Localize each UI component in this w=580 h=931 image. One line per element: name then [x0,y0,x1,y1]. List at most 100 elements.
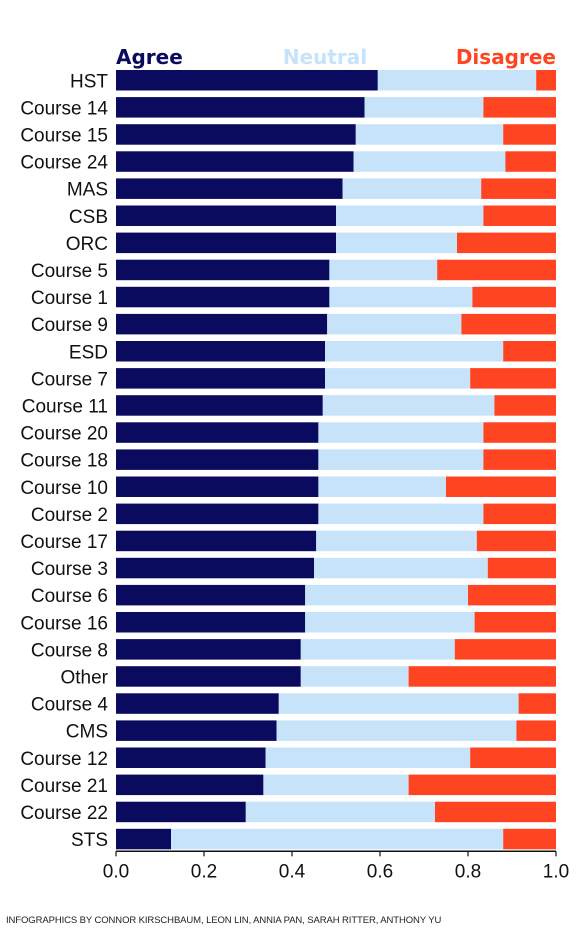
category-label: MAS [67,180,108,201]
bar-neutral-course-12 [265,747,471,768]
bar-neutral-course-20 [318,422,484,443]
x-tick-label: 0.2 [191,861,217,882]
bar-disagree-sts [503,828,556,850]
bars [116,70,556,850]
bar-disagree-course-22 [435,801,556,823]
bar-neutral-hst [377,70,537,91]
category-label: Course 2 [31,505,108,526]
bar-neutral-course-15 [355,124,504,145]
category-label: Course 21 [20,776,108,797]
bar-neutral-csb [336,205,484,226]
bar-disagree-course-20 [483,422,556,443]
bar-agree-course-20 [116,422,319,443]
category-label: HST [70,71,108,92]
category-label: Course 11 [22,396,108,417]
x-tick-label: 0.0 [103,861,129,882]
category-label: Course 14 [20,98,108,119]
bar-disagree-course-9 [461,313,556,335]
bar-agree-course-17 [116,530,317,552]
x-axis-ticks: 0.0 0.2 0.4 0.6 0.8 1.0 [103,851,569,882]
bar-neutral-course-8 [300,639,455,660]
category-label: Course 5 [31,261,108,282]
bar-neutral-esd [325,341,504,362]
category-label: Course 15 [20,125,108,146]
category-label: Course 4 [31,695,109,716]
bar-agree-course-10 [116,476,319,497]
legend-neutral: Neutral [283,45,367,69]
bar-agree-course-21 [116,774,264,796]
bar-disagree-course-1 [472,286,556,308]
category-label: Course 1 [31,288,108,309]
credit-line: INFOGRAPHICS BY CONNOR KIRSCHBAUM, LEON … [6,915,442,926]
bar-neutral-other [300,666,409,687]
x-tick-label: 0.4 [279,861,306,882]
bar-neutral-course-22 [245,801,435,823]
category-label: Other [60,667,108,688]
bar-neutral-course-14 [364,97,484,118]
category-label: CMS [66,722,108,743]
bar-agree-course-2 [116,503,319,525]
category-label: Course 16 [20,613,108,634]
bar-disagree-other [408,666,556,687]
bar-disagree-csb [483,205,556,226]
category-label: Course 20 [20,424,108,445]
category-label: Course 6 [31,586,108,607]
bar-agree-orc [116,232,336,254]
bar-disagree-esd [503,341,556,362]
x-tick-label: 0.6 [367,861,393,882]
bar-agree-sts [116,828,171,850]
category-label: Course 8 [31,640,108,661]
category-label: CSB [69,207,108,228]
x-tick-label: 1.0 [543,861,569,882]
category-labels: HST Course 14 Course 15 Course 24 MAS CSB ORC C… [20,71,108,851]
bar-disagree-course-24 [505,151,556,172]
bar-disagree-course-15 [503,124,556,145]
bar-neutral-course-10 [318,476,446,497]
bar-disagree-course-4 [518,693,556,714]
bar-neutral-course-21 [263,774,409,796]
bar-neutral-sts [171,828,504,850]
bar-neutral-cms [276,720,517,741]
bar-agree-esd [116,341,325,362]
bar-disagree-course-18 [483,449,556,470]
bar-neutral-course-4 [278,693,519,714]
bar-agree-course-1 [116,286,330,308]
bar-agree-course-14 [116,97,365,118]
category-label: Course 10 [20,478,108,499]
bar-agree-course-12 [116,747,266,768]
bar-disagree-course-8 [454,639,556,660]
category-label: ESD [69,342,108,363]
bar-agree-mas [116,178,343,199]
bar-neutral-course-1 [329,286,473,308]
category-label: Course 3 [31,559,108,580]
bar-neutral-course-9 [327,313,462,335]
category-label: Course 18 [20,451,108,472]
bar-disagree-hst [536,70,556,91]
bar-neutral-orc [336,232,457,254]
category-label: Course 17 [20,532,108,553]
category-label: Course 12 [20,749,108,770]
bar-neutral-course-16 [305,612,475,633]
bar-disagree-course-17 [476,530,556,552]
bar-disagree-course-21 [408,774,556,796]
bar-disagree-course-5 [437,259,556,281]
bar-agree-cms [116,720,277,741]
bar-agree-course-6 [116,584,306,606]
bar-disagree-course-2 [483,503,556,525]
bar-agree-course-11 [116,395,323,416]
bar-agree-course-15 [116,124,356,145]
bar-agree-course-7 [116,368,325,389]
legend: Agree Neutral Disagree [116,45,556,69]
bar-agree-hst [116,70,378,91]
bar-disagree-cms [516,720,556,741]
bar-agree-other [116,666,301,687]
category-label: Course 22 [20,803,108,824]
bar-disagree-orc [457,232,556,254]
bar-disagree-course-6 [468,584,556,606]
bar-neutral-course-18 [318,449,484,470]
bar-disagree-course-10 [446,476,556,497]
bar-neutral-course-24 [353,151,506,172]
category-label: Course 9 [31,315,108,336]
category-label: ORC [66,234,108,255]
